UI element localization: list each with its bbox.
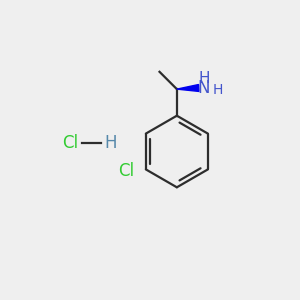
Text: Cl: Cl: [118, 162, 134, 180]
Text: H: H: [198, 71, 210, 86]
Text: H: H: [104, 134, 117, 152]
Text: Cl: Cl: [62, 134, 79, 152]
Text: N: N: [198, 79, 210, 97]
Text: H: H: [213, 83, 223, 97]
Polygon shape: [177, 85, 199, 92]
